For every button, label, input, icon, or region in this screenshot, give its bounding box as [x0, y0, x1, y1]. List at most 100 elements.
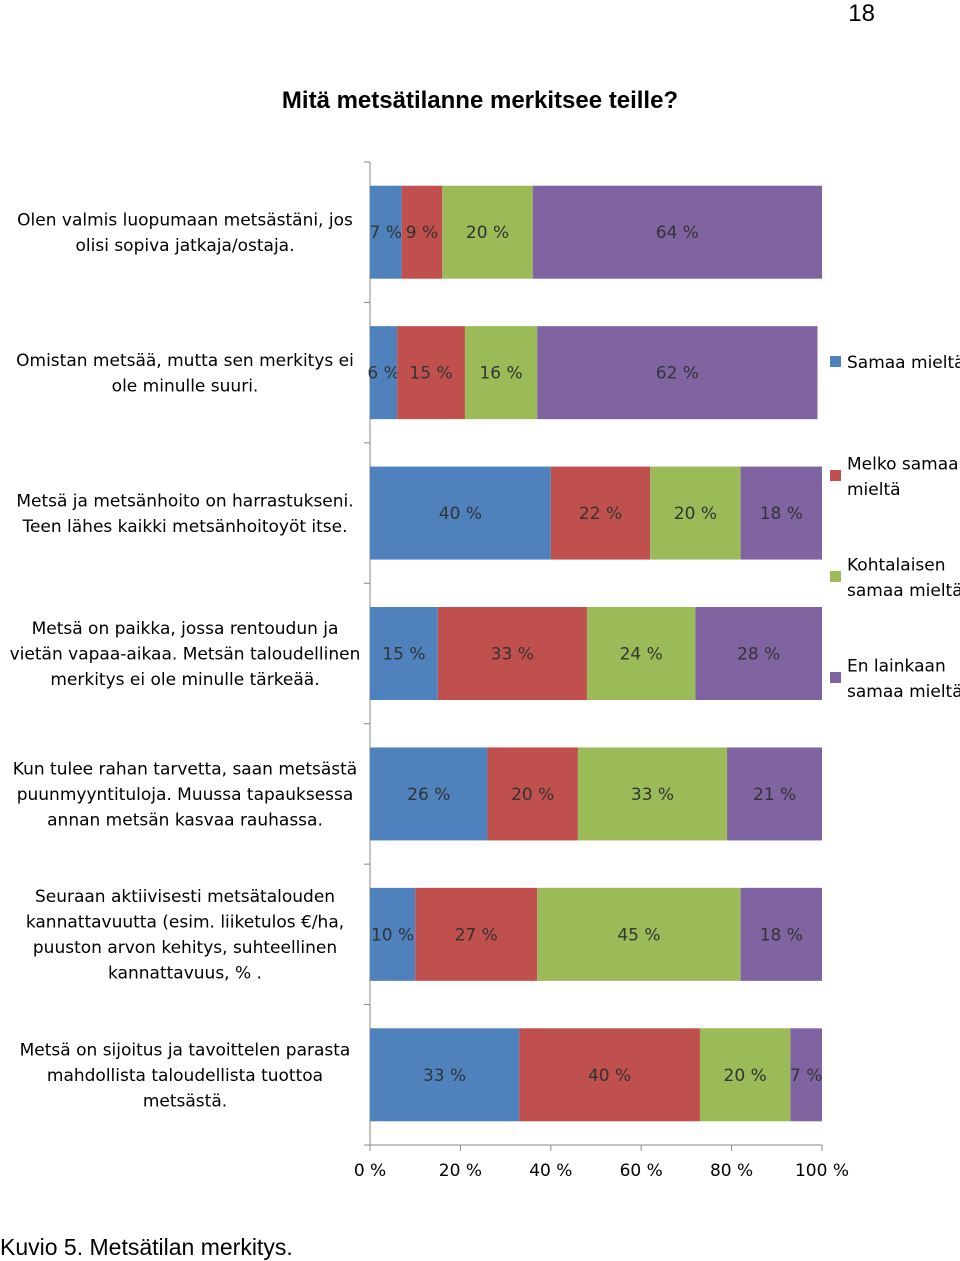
bar-value-label: 10 % — [371, 925, 414, 945]
bar-value-label: 6 % — [367, 364, 399, 384]
legend-label-line: En lainkaan — [847, 656, 946, 676]
page-title: Mitä metsätilanne merkitsee teille? — [281, 87, 679, 114]
bar-value-label: 21 % — [753, 785, 796, 805]
category-label-line: olisi sopiva jatkaja/ostaja. — [75, 236, 294, 256]
category-label-line: Kun tulee rahan tarvetta, saan metsästä — [13, 759, 357, 779]
bar-value-label: 15 % — [382, 645, 425, 665]
x-tick-label: 0 % — [354, 1161, 386, 1181]
bar-segment — [370, 326, 398, 420]
bar-segment — [370, 466, 551, 560]
page-number: 18 — [848, 0, 875, 27]
bar-segment — [401, 185, 443, 279]
category-label-line: merkitys ei ole minulle tärkeää. — [50, 670, 319, 690]
stacked-bar-chart: 0 % 20 % 40 % 60 % 80 % 100 %7 % 9 % 20 % 64 %Ol… — [10, 161, 960, 1181]
category-label: Olen valmis luopumaan metsästäni, jos oli… — [17, 210, 353, 256]
bar-segment — [487, 747, 578, 841]
legend-swatch — [830, 571, 841, 582]
bar-value-label: 18 % — [760, 504, 803, 524]
figure-caption: Kuvio 5. Metsätilan merkitys. — [0, 1234, 293, 1260]
bar-segment — [415, 887, 538, 981]
legend-label: Samaa mieltä — [847, 353, 960, 373]
category-label-line: annan metsän kasvaa rauhassa. — [47, 810, 323, 830]
bar-value-label: 28 % — [737, 645, 780, 665]
legend-label: Kohtalaisen samaa mieltä — [847, 555, 960, 601]
bar-value-label: 33 % — [423, 1066, 466, 1086]
bar-value-label: 20 % — [466, 223, 509, 243]
bar-value-label: 18 % — [760, 925, 803, 945]
bar-value-label: 24 % — [620, 645, 663, 665]
category-label-line: Omistan metsää, mutta sen merkitys ei — [16, 351, 354, 371]
category-label: Metsä on sijoitus ja tavoittelen parasta… — [20, 1040, 351, 1111]
category-label-line: kannattavuutta (esim. liiketulos €/ha, — [26, 913, 344, 933]
bar-segment — [437, 607, 587, 700]
x-tick-label: 60 % — [620, 1161, 663, 1181]
bar-segment — [650, 466, 741, 560]
bar-value-label: 22 % — [579, 504, 622, 524]
bar-value-label: 40 % — [439, 504, 482, 524]
category-label-line: mahdollista taloudellista tuottoa — [47, 1066, 323, 1086]
legend-label-line: samaa mieltä — [847, 682, 960, 702]
category-label-line: metsästä. — [143, 1091, 227, 1111]
x-tick-label: 80 % — [710, 1161, 753, 1181]
bar-segment — [577, 747, 728, 841]
bar-segment — [550, 466, 651, 560]
bar-value-label: 45 % — [617, 925, 660, 945]
bar-value-label: 9 % — [406, 223, 438, 243]
category-label: Kun tulee rahan tarvetta, saan metsästä p… — [13, 759, 357, 830]
bar-segment — [370, 607, 438, 700]
category-label-line: vietän vapaa-aikaa. Metsän taloudellinen — [10, 645, 361, 665]
legend-swatch — [830, 470, 841, 481]
bar-segment — [397, 326, 465, 420]
bar-segment — [537, 887, 741, 981]
category-label: Metsä ja metsänhoito on harrastukseni. Te… — [16, 491, 353, 536]
bar-segment — [370, 747, 488, 841]
bar-segment — [442, 185, 533, 279]
category-label-line: puuston arvon kehitys, suhteellinen — [33, 938, 337, 958]
bar-value-label: 15 % — [409, 364, 452, 384]
bar-value-label: 7 % — [790, 1066, 822, 1086]
bar-segment — [537, 326, 818, 420]
legend-label: Melko samaa mieltä — [847, 454, 959, 500]
category-label: Omistan metsää, mutta sen merkitys ei ole… — [16, 351, 354, 397]
category-label-line: Teen lähes kaikki metsänhoitoyöt itse. — [21, 517, 347, 537]
bar-segment — [695, 607, 822, 700]
category-label: Seuraan aktiivisesti metsätalouden kannat… — [26, 887, 344, 984]
bar-value-label: 20 % — [724, 1066, 767, 1086]
bar-value-label: 16 % — [479, 364, 522, 384]
bar-value-label: 33 % — [491, 645, 534, 665]
bar-segment — [740, 466, 822, 560]
x-tick-label: 20 % — [439, 1161, 482, 1181]
bar-segment — [740, 887, 822, 981]
bar-segment — [464, 326, 538, 420]
x-tick-label: 100 % — [795, 1161, 849, 1181]
legend-label-line: mieltä — [847, 480, 901, 500]
legend-label-line: samaa mieltä — [847, 581, 960, 601]
category-label-line: Olen valmis luopumaan metsästäni, jos — [17, 210, 353, 230]
bar-segment — [532, 185, 822, 279]
legend-swatch — [830, 356, 841, 367]
category-label-line: kannattavuus, % . — [108, 964, 262, 984]
bar-segment — [699, 1028, 791, 1122]
category-label-line: Seuraan aktiivisesti metsätalouden — [35, 887, 335, 907]
bar-value-label: 64 % — [656, 223, 699, 243]
category-label-line: Metsä on paikka, jossa rentoudun ja — [32, 619, 339, 639]
bar-segment — [370, 185, 402, 279]
bar-value-label: 26 % — [407, 785, 450, 805]
bar-segment — [586, 607, 696, 700]
bar-value-label: 62 % — [656, 364, 699, 384]
legend-label-line: Kohtalaisen — [847, 555, 946, 575]
bar-segment — [790, 1028, 822, 1122]
bar-segment — [727, 747, 822, 841]
bar-value-label: 20 % — [674, 504, 717, 524]
bar-value-label: 7 % — [370, 223, 402, 243]
legend-swatch — [830, 672, 841, 683]
category-label-line: ole minulle suuri. — [112, 376, 259, 396]
x-tick-label: 40 % — [529, 1161, 572, 1181]
legend-label-line: Melko samaa — [847, 454, 959, 474]
legend-label: En lainkaan samaa mieltä — [847, 656, 960, 702]
category-label-line: Metsä ja metsänhoito on harrastukseni. — [16, 491, 353, 511]
category-label: Metsä on paikka, jossa rentoudun ja vietä… — [10, 619, 361, 690]
bar-value-label: 33 % — [631, 785, 674, 805]
bar-value-label: 20 % — [511, 785, 554, 805]
legend-label-line: Samaa mieltä — [847, 353, 960, 373]
